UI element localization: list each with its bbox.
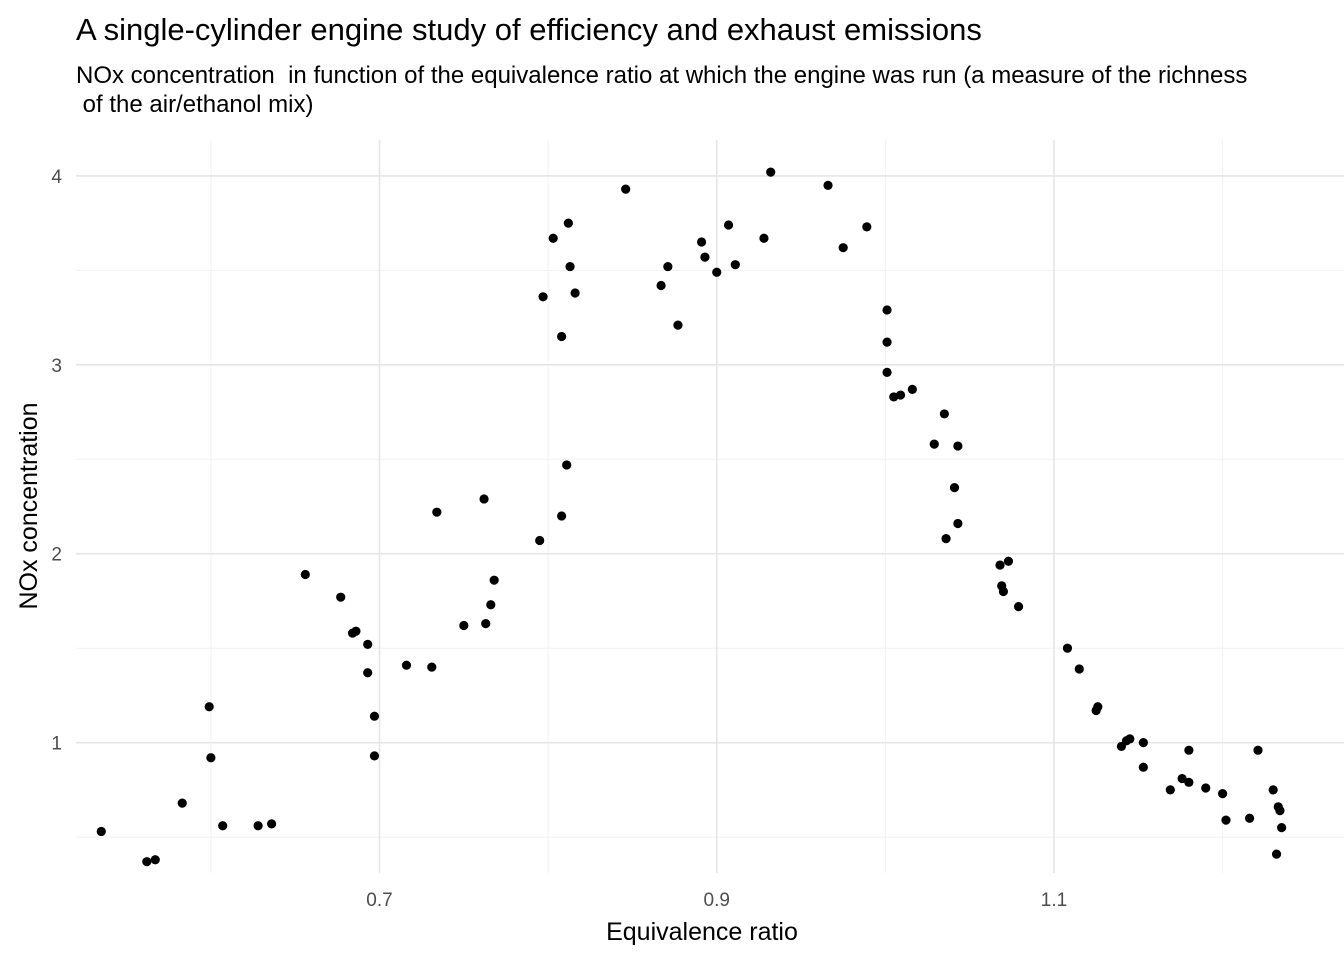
data-point — [823, 180, 833, 190]
data-point — [300, 569, 310, 580]
data-point — [535, 535, 545, 546]
data-point — [1125, 734, 1135, 744]
y-axis-ticks: 1 2 3 4 — [51, 167, 62, 755]
data-point — [941, 534, 951, 544]
data-point — [1138, 762, 1148, 772]
data-point — [479, 494, 489, 504]
x-axis-title: Equivalence ratio — [606, 918, 798, 946]
data-point — [266, 819, 277, 829]
data-point — [656, 280, 666, 291]
data-point — [766, 167, 776, 177]
data-point — [142, 857, 152, 867]
data-point — [838, 243, 848, 253]
data-point — [1093, 702, 1103, 712]
data-point — [1275, 806, 1285, 816]
x-tick-label: 0.9 — [704, 890, 730, 911]
data-point — [1184, 745, 1194, 755]
data-point — [557, 511, 567, 521]
data-point — [1138, 738, 1148, 748]
data-point — [1013, 602, 1024, 612]
data-point — [1184, 777, 1194, 787]
y-axis-title: NOx concentration — [15, 402, 43, 609]
data-point — [1221, 815, 1231, 825]
data-point — [1201, 783, 1211, 793]
data-point — [995, 560, 1005, 570]
data-point — [1217, 789, 1228, 799]
data-point — [557, 331, 567, 342]
data-point — [723, 220, 734, 230]
data-point — [562, 460, 572, 470]
data-point — [712, 267, 722, 277]
chart-title: A single-cylinder engine study of effici… — [76, 12, 982, 47]
data-point — [369, 711, 380, 721]
data-point — [489, 575, 499, 585]
data-point — [1062, 643, 1073, 653]
data-point — [1003, 556, 1014, 566]
data-point — [759, 233, 769, 243]
data-point — [1165, 785, 1175, 795]
data-point — [96, 826, 106, 837]
data-point — [459, 620, 469, 631]
data-point — [363, 668, 373, 678]
data-point — [563, 218, 573, 228]
x-tick-label: 0.7 — [366, 890, 392, 911]
data-point — [949, 483, 960, 493]
grid — [76, 140, 1344, 873]
data-point — [939, 409, 949, 419]
data-point — [907, 384, 917, 394]
data-point — [548, 233, 558, 243]
data-point — [1244, 813, 1255, 823]
data-point — [218, 821, 228, 831]
data-point — [253, 821, 263, 831]
data-point — [953, 518, 963, 529]
data-point — [621, 184, 631, 194]
data-point — [150, 855, 160, 865]
data-points — [96, 167, 1287, 867]
data-point — [432, 507, 442, 517]
data-point — [862, 222, 872, 232]
data-point — [895, 390, 906, 400]
y-tick-label: 4 — [51, 167, 62, 188]
data-point — [565, 261, 575, 272]
data-point — [177, 798, 187, 808]
data-point — [486, 600, 496, 610]
data-point — [336, 592, 346, 602]
data-point — [730, 260, 740, 270]
chart-subtitle: NOx concentration in function of the equ… — [76, 62, 1248, 118]
data-point — [481, 619, 491, 629]
data-point — [696, 237, 707, 247]
data-point — [998, 586, 1008, 597]
data-point — [1268, 785, 1278, 795]
data-point — [882, 367, 892, 377]
data-point — [1074, 664, 1084, 674]
data-point — [953, 441, 963, 451]
data-point — [700, 252, 710, 262]
y-tick-label: 3 — [51, 356, 62, 377]
data-point — [538, 292, 548, 302]
data-point — [882, 305, 892, 315]
data-point — [882, 337, 892, 347]
data-point — [369, 751, 380, 761]
data-point — [401, 660, 412, 670]
data-point — [1177, 773, 1187, 784]
data-point — [351, 626, 361, 636]
x-tick-label: 1.1 — [1041, 890, 1067, 911]
data-point — [663, 261, 673, 272]
data-point — [929, 439, 939, 449]
x-axis-ticks: 0.7 0.9 1.1 — [366, 890, 1067, 911]
data-point — [204, 702, 214, 712]
data-point — [363, 639, 373, 650]
data-point — [570, 288, 580, 298]
data-point — [673, 320, 683, 330]
data-point — [1253, 745, 1263, 755]
y-tick-label: 1 — [51, 734, 62, 755]
data-point — [1277, 823, 1287, 833]
data-point — [206, 753, 216, 763]
data-point — [1271, 849, 1282, 859]
y-tick-label: 2 — [51, 545, 62, 566]
data-point — [427, 662, 437, 672]
